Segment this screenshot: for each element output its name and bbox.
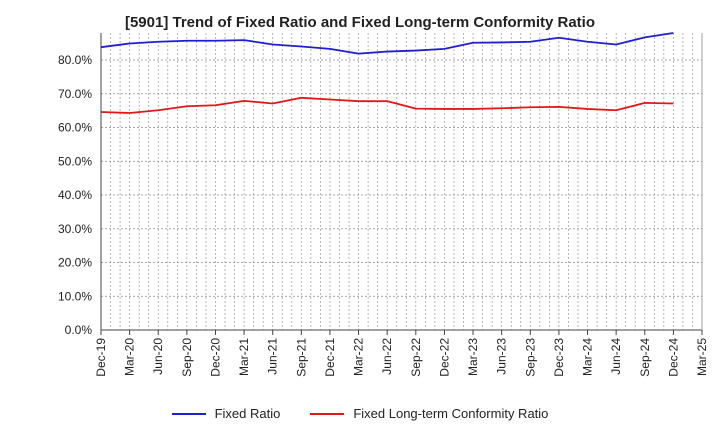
- legend-item-fixed-ratio: Fixed Ratio: [171, 406, 281, 421]
- y-tick-label: 10.0%: [58, 289, 92, 303]
- x-tick-label: Dec-22: [437, 338, 451, 377]
- x-tick-label: Sep-24: [638, 338, 652, 377]
- legend-item-fixed-long-term-conformity-ratio: Fixed Long-term Conformity Ratio: [310, 406, 548, 421]
- legend-label-fixed-ratio: Fixed Ratio: [214, 406, 281, 421]
- y-tick-label: 40.0%: [58, 188, 92, 202]
- x-tick-label: Mar-25: [695, 338, 709, 376]
- y-tick-label: 80.0%: [58, 53, 92, 67]
- legend: Fixed Ratio Fixed Long-term Conformity R…: [0, 406, 720, 421]
- x-tick-label: Dec-20: [208, 338, 222, 377]
- x-tick-label: Sep-22: [409, 338, 423, 377]
- axis-layer: [100, 33, 703, 335]
- y-tick-label: 30.0%: [58, 222, 92, 236]
- x-tick-label: Dec-24: [666, 338, 680, 377]
- x-tick-label: Mar-23: [466, 338, 480, 376]
- x-tick-label: Mar-24: [581, 338, 595, 376]
- x-tick-label: Mar-22: [352, 338, 366, 376]
- y-tick-label: 20.0%: [58, 256, 92, 270]
- x-tick-label: Dec-23: [552, 338, 566, 377]
- x-tick-label: Dec-19: [94, 338, 108, 377]
- legend-swatch-fixed-long-term-conformity-ratio: [310, 412, 345, 415]
- x-tick-label: Mar-20: [123, 338, 137, 376]
- x-tick-label: Dec-21: [323, 338, 337, 377]
- x-tick-label: Mar-21: [237, 338, 251, 376]
- x-tick-label: Sep-23: [523, 338, 537, 377]
- x-tick-label: Jun-23: [495, 338, 509, 375]
- x-tick-label: Sep-20: [180, 338, 194, 377]
- grid-layer: [101, 33, 702, 330]
- y-tick-label: 0.0%: [65, 323, 93, 337]
- y-tick-label: 60.0%: [58, 121, 92, 135]
- x-tick-label: Jun-22: [380, 338, 394, 375]
- y-tick-label: 50.0%: [58, 154, 92, 168]
- series-line-1: [100, 96, 674, 114]
- y-tick-label: 70.0%: [58, 87, 92, 101]
- x-tick-label: Sep-21: [294, 338, 308, 377]
- chart-title: [5901] Trend of Fixed Ratio and Fixed Lo…: [124, 14, 596, 31]
- series-line-0: [100, 32, 674, 55]
- legend-label-fixed-long-term-conformity-ratio: Fixed Long-term Conformity Ratio: [353, 406, 549, 421]
- x-tick-label: Jun-21: [266, 338, 280, 375]
- legend-swatch-fixed-ratio: [171, 412, 206, 415]
- x-tick-label: Jun-24: [609, 338, 623, 375]
- x-tick-label: Jun-20: [151, 338, 165, 375]
- tick-label-layer: 0.0% 10.0% 20.0% 30.0% 40.0% 50.0% 60.0% 70.0% 8…: [58, 53, 709, 377]
- series-layer: [100, 32, 674, 114]
